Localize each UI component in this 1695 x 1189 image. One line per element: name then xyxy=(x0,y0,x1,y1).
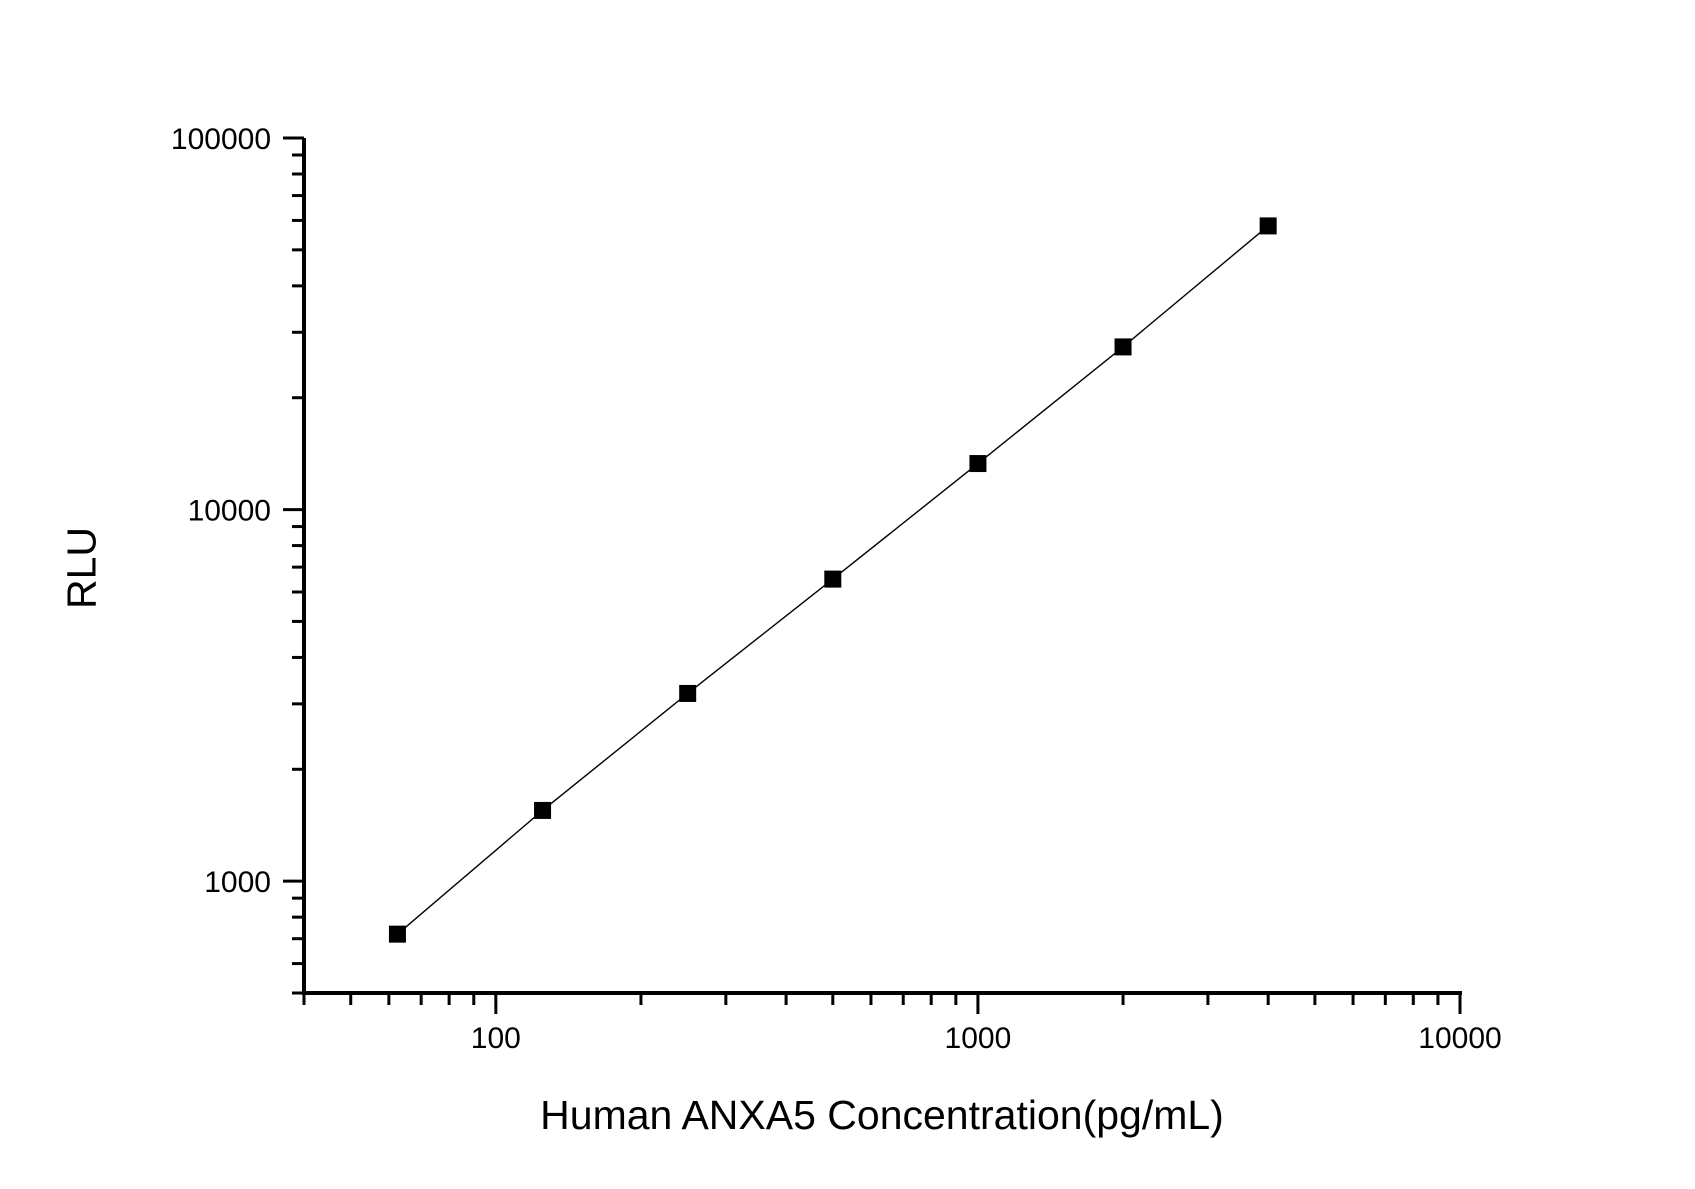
y-tick-label: 1000 xyxy=(204,866,271,899)
data-point-marker xyxy=(824,570,842,588)
y-tick-label: 10000 xyxy=(188,495,271,528)
y-axis-title: RLU xyxy=(58,526,105,610)
x-tick-label: 10000 xyxy=(1418,1022,1501,1055)
y-tick-label: 100000 xyxy=(171,123,271,156)
data-point-marker xyxy=(969,455,987,473)
data-point-marker xyxy=(388,925,406,943)
data-point-marker xyxy=(1259,217,1277,235)
data-point-marker xyxy=(1114,338,1132,356)
data-point-marker xyxy=(534,801,552,819)
data-point-marker xyxy=(679,684,697,702)
x-tick-label: 1000 xyxy=(945,1022,1012,1055)
x-axis-title: Human ANXA5 Concentration(pg/mL) xyxy=(540,1092,1224,1138)
x-tick-label: 100 xyxy=(471,1022,521,1055)
